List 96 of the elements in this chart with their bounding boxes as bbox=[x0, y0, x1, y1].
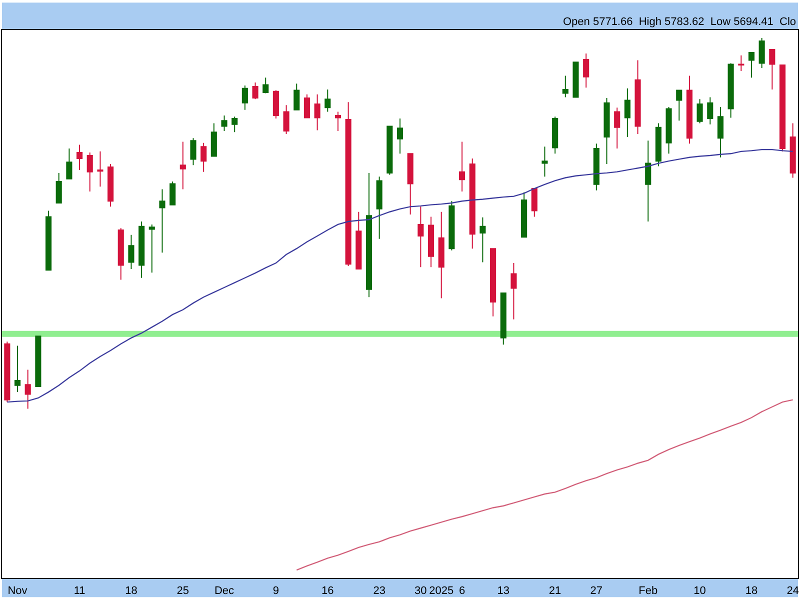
x-tick-label: Nov bbox=[8, 585, 28, 598]
x-tick-label: 23 bbox=[373, 585, 386, 598]
candlestick bbox=[45, 210, 52, 271]
candlestick bbox=[314, 94, 320, 131]
candlestick bbox=[490, 248, 496, 317]
candlestick bbox=[686, 75, 692, 144]
candlestick bbox=[738, 54, 744, 72]
candlestick bbox=[242, 84, 248, 110]
candlestick bbox=[56, 172, 62, 204]
x-tick-label: 18 bbox=[125, 585, 138, 598]
candlestick bbox=[14, 345, 21, 393]
candlestick bbox=[35, 336, 42, 387]
candlestick bbox=[396, 118, 404, 154]
candlestick bbox=[190, 138, 196, 166]
candlestick bbox=[758, 37, 765, 69]
candlestick bbox=[562, 75, 568, 98]
x-tick-label: 18 bbox=[745, 585, 758, 598]
candlestick bbox=[221, 114, 228, 132]
x-tick-label: 2025 bbox=[429, 585, 454, 598]
candlestick bbox=[148, 224, 155, 274]
candlestick bbox=[200, 142, 207, 172]
candlestick bbox=[262, 77, 269, 94]
candlestick bbox=[572, 62, 579, 98]
candlestick bbox=[521, 192, 528, 238]
candlestick bbox=[583, 53, 590, 88]
candlestick bbox=[252, 82, 258, 100]
candlestick bbox=[676, 90, 682, 122]
x-tick-label: 25 bbox=[176, 585, 190, 598]
candlestick bbox=[418, 206, 424, 268]
x-tick-label: 24 bbox=[786, 585, 799, 598]
candlestick bbox=[552, 116, 558, 154]
candlestick bbox=[66, 148, 72, 180]
x-tick-label: 27 bbox=[590, 585, 603, 598]
candlestick bbox=[779, 64, 786, 152]
candlestick bbox=[386, 126, 393, 176]
candlestick bbox=[294, 83, 300, 110]
candlestick bbox=[324, 89, 331, 112]
candlestick bbox=[769, 48, 776, 90]
candlestick bbox=[108, 164, 114, 208]
candlestick bbox=[604, 98, 610, 165]
x-tick-label: 13 bbox=[497, 585, 510, 598]
x-tick-label: Feb bbox=[638, 585, 658, 598]
candlestick bbox=[128, 234, 134, 270]
candlestick bbox=[480, 216, 486, 263]
x-tick-label: 10 bbox=[694, 585, 706, 598]
candlestick bbox=[448, 200, 455, 251]
candlestick bbox=[428, 216, 434, 268]
candlestick bbox=[366, 172, 372, 298]
candlestick bbox=[76, 144, 83, 170]
x-tick-label: 21 bbox=[548, 585, 562, 598]
candlestick bbox=[614, 107, 620, 149]
candlestick bbox=[531, 188, 538, 218]
candlestick bbox=[356, 211, 362, 270]
candlestick bbox=[345, 102, 352, 266]
candlestick bbox=[593, 143, 600, 191]
candlestick bbox=[170, 180, 176, 206]
candlestick bbox=[210, 122, 217, 157]
candlestick bbox=[634, 60, 641, 135]
candlestick bbox=[407, 153, 414, 215]
x-tick-label: Dec bbox=[214, 585, 235, 598]
candlestick bbox=[138, 221, 145, 278]
x-tick-label: 9 bbox=[272, 585, 280, 598]
candlestick bbox=[717, 106, 724, 158]
candlestick bbox=[624, 88, 630, 138]
candlestick bbox=[728, 62, 734, 118]
candlestick bbox=[438, 211, 444, 299]
text: Open 5771.66 High 5783.62 Low 5694.41 Clo bbox=[563, 16, 796, 28]
candlestick bbox=[707, 96, 714, 125]
candlestick bbox=[458, 141, 466, 192]
candlestick bbox=[696, 98, 703, 124]
candlestick bbox=[510, 262, 517, 320]
candlestick bbox=[748, 52, 755, 78]
candlestick bbox=[304, 94, 310, 118]
candlestick bbox=[666, 106, 672, 154]
candlestick bbox=[272, 90, 279, 119]
x-tick-label: 6 bbox=[458, 585, 466, 598]
x-tick-label: 11 bbox=[74, 585, 86, 598]
candlestick bbox=[542, 146, 548, 178]
candlestick bbox=[232, 116, 238, 133]
candlestick bbox=[645, 140, 652, 222]
candlestick bbox=[469, 158, 476, 250]
candlestick bbox=[118, 228, 124, 280]
candlestick bbox=[159, 188, 166, 254]
candlestick bbox=[500, 292, 506, 346]
candlestick bbox=[334, 111, 342, 132]
candlestick bbox=[283, 104, 290, 135]
x-tick-label: 16 bbox=[322, 585, 334, 598]
candlestick bbox=[4, 341, 10, 403]
candlestick bbox=[376, 176, 382, 240]
candlestick bbox=[86, 152, 93, 192]
candlestick bbox=[790, 122, 796, 178]
candlestick bbox=[24, 369, 31, 410]
candlestick bbox=[180, 141, 186, 190]
x-tick-label: 30 bbox=[414, 585, 427, 598]
candlestick bbox=[97, 150, 104, 188]
candlestick bbox=[655, 122, 662, 167]
